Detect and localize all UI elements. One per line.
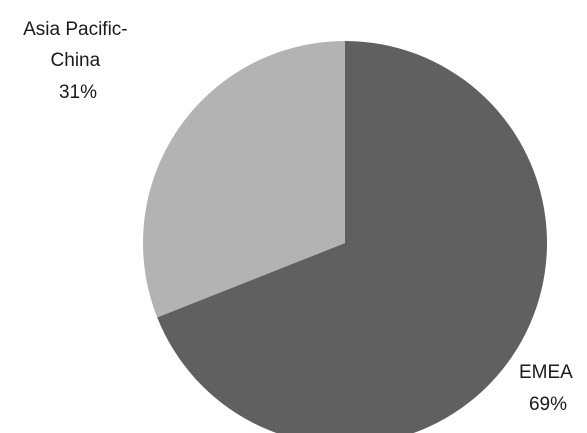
data-label-asia-pacific-china-name-line1: Asia Pacific- bbox=[23, 19, 128, 40]
pie-slice-asia-pacific-china bbox=[143, 41, 345, 318]
data-label-emea-name: EMEA bbox=[519, 362, 573, 383]
data-label-asia-pacific-china-name-line2: China bbox=[51, 50, 101, 71]
pie-slices bbox=[143, 41, 547, 433]
data-label-emea: EMEA 69% bbox=[519, 362, 577, 415]
data-label-asia-pacific-china: Asia Pacific- China 31% bbox=[23, 19, 133, 103]
pie-slice-emea bbox=[157, 41, 547, 433]
data-label-asia-pacific-china-value: 31% bbox=[59, 82, 97, 103]
data-label-emea-value: 69% bbox=[529, 394, 567, 415]
